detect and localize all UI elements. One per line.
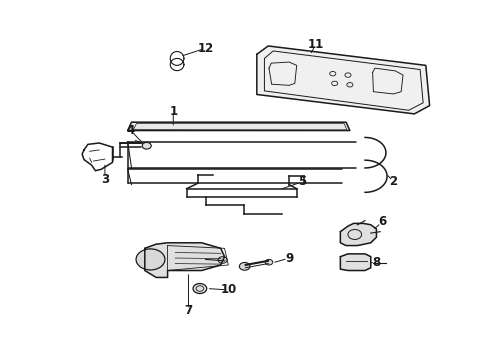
- Text: 10: 10: [220, 283, 237, 296]
- Text: 5: 5: [298, 175, 307, 188]
- Text: 4: 4: [126, 124, 135, 137]
- Circle shape: [239, 262, 250, 270]
- Polygon shape: [128, 122, 350, 131]
- Text: 3: 3: [101, 172, 109, 185]
- Text: 12: 12: [197, 42, 214, 55]
- Text: 2: 2: [390, 175, 397, 188]
- Circle shape: [136, 249, 165, 270]
- Polygon shape: [341, 254, 371, 270]
- Text: 6: 6: [378, 216, 386, 229]
- Polygon shape: [145, 243, 224, 278]
- Text: 1: 1: [169, 105, 177, 118]
- Text: 9: 9: [285, 252, 293, 265]
- Polygon shape: [257, 46, 430, 114]
- Text: 8: 8: [372, 256, 381, 269]
- Text: 11: 11: [308, 38, 324, 51]
- Circle shape: [265, 260, 273, 265]
- Circle shape: [142, 143, 151, 149]
- Circle shape: [218, 257, 227, 263]
- Text: 7: 7: [184, 304, 193, 317]
- Polygon shape: [341, 223, 376, 246]
- Circle shape: [193, 284, 207, 293]
